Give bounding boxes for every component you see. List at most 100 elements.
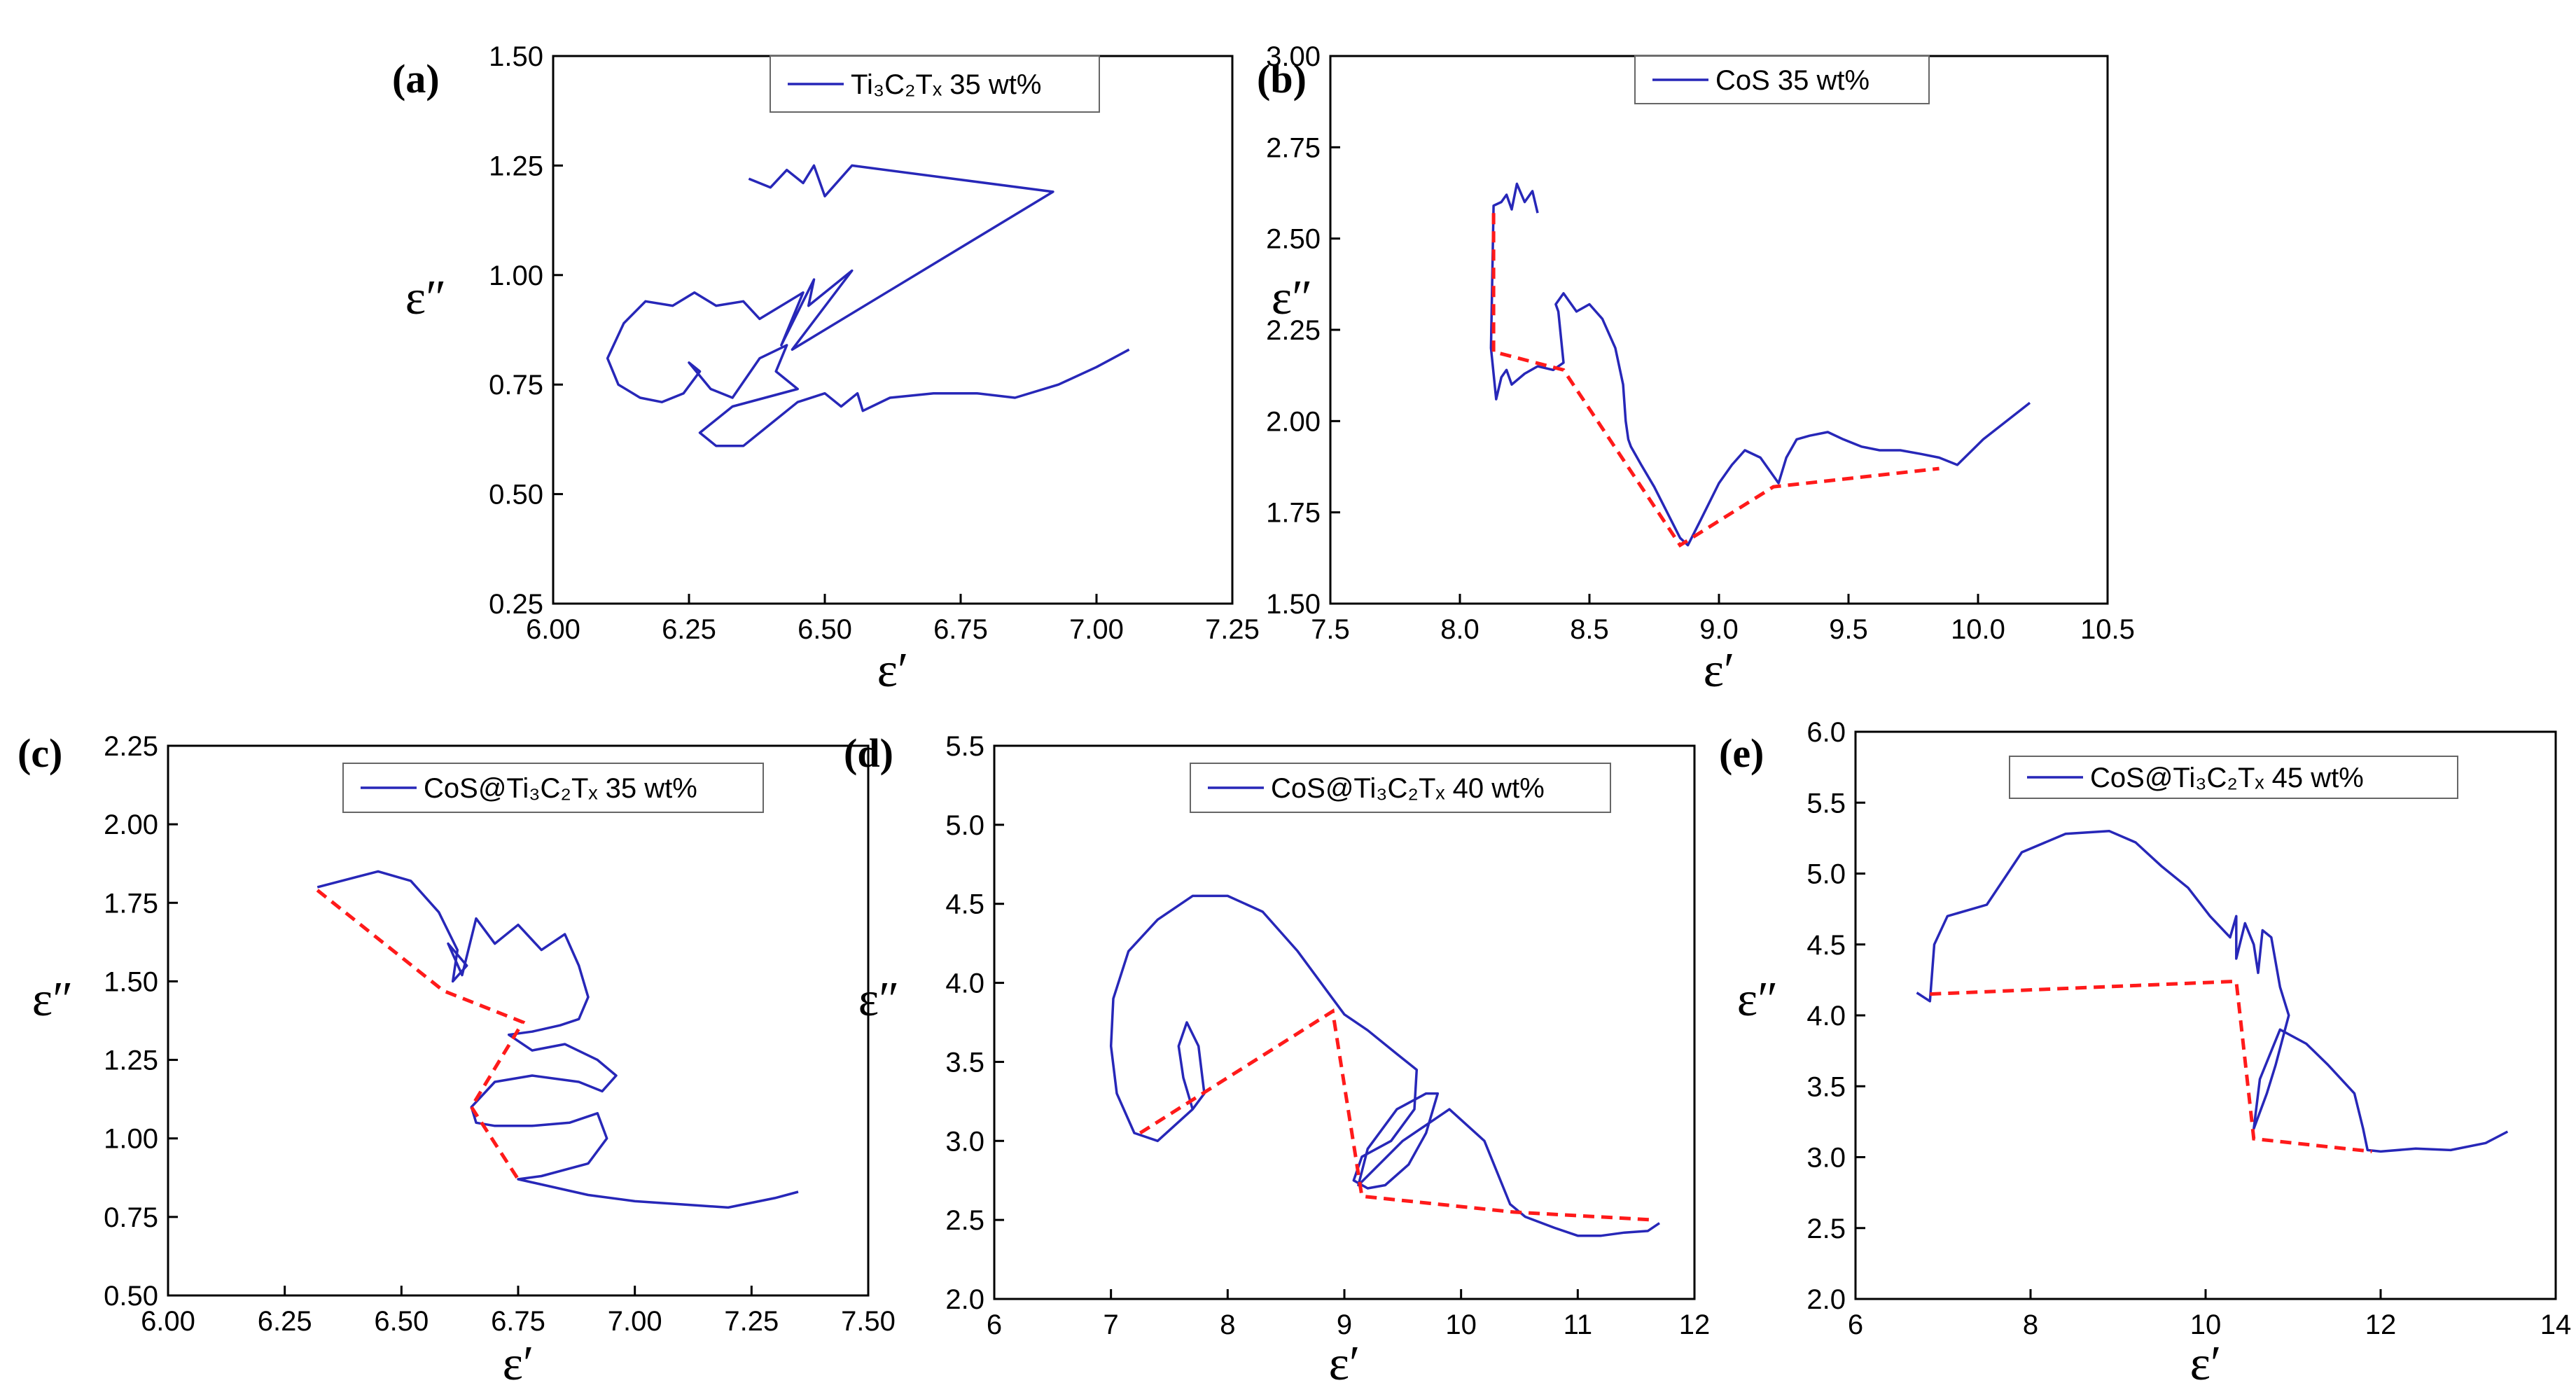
x-tick-label: 7.00 (608, 1306, 662, 1337)
y-tick-label: 2.25 (104, 731, 158, 762)
y-tick-label: 1.25 (104, 1045, 158, 1076)
y-tick-label: 0.75 (104, 1202, 158, 1233)
y-tick-label: 0.50 (104, 1281, 158, 1312)
y-tick-label: 1.75 (1266, 498, 1321, 529)
y-tick-label: 2.0 (945, 1284, 984, 1315)
y-tick-label: 6.0 (1806, 717, 1846, 748)
x-tick-label: 7 (1103, 1309, 1119, 1340)
y-tick-label: 1.00 (489, 260, 543, 291)
y-axis-label: ε″ (858, 973, 900, 1027)
x-tick-label: 6.75 (491, 1306, 545, 1337)
y-tick-label: 5.5 (945, 731, 984, 762)
x-tick-label: 10 (1445, 1309, 1477, 1340)
y-tick-label: 3.5 (1806, 1071, 1846, 1102)
y-tick-label: 5.0 (1806, 859, 1846, 890)
plot-frame (552, 55, 1234, 605)
guide-dashed-line (316, 889, 526, 1181)
x-tick-label: 14 (2540, 1309, 2572, 1340)
x-tick-label: 10.0 (1951, 614, 2005, 645)
y-tick-label: 0.75 (489, 370, 543, 401)
x-axis-label: ε′ (1329, 1337, 1360, 1391)
legend: Ti₃C₂Tₓ 35 wt% (770, 55, 1100, 113)
y-axis-label: ε″ (1737, 973, 1778, 1027)
y-tick-label: 2.5 (1806, 1214, 1846, 1244)
legend-label: CoS@Ti₃C₂Tₓ 45 wt% (2090, 763, 2364, 793)
x-tick-label: 7.00 (1069, 614, 1124, 645)
y-tick-label: 0.25 (489, 589, 543, 620)
panel-b: 7.5 8.0 8.5 9.0 9.5 10.0 10.5 1.50 1.75 2.00 2.25 2… (1257, 41, 2135, 697)
x-tick-label: 10.5 (2080, 614, 2135, 645)
panel-c: 6.00 6.25 6.50 6.75 7.00 7.25 7.50 0.50 0.75 1.00… (18, 730, 896, 1391)
legend-label: CoS@Ti₃C₂Tₓ 35 wt% (424, 773, 697, 804)
y-tick-label: 2.00 (104, 809, 158, 840)
guide-dashed-line (1491, 213, 1940, 548)
y-tick-label: 0.50 (489, 480, 543, 510)
y-tick-label: 2.50 (1266, 224, 1321, 255)
x-tick-label: 12 (1679, 1309, 1711, 1340)
y-axis-label: ε″ (32, 973, 74, 1027)
y-tick-label: 3.0 (945, 1126, 984, 1157)
x-tick-label: 6.00 (141, 1306, 195, 1337)
x-tick-label: 8.0 (1440, 614, 1480, 645)
x-tick-label: 6.50 (374, 1306, 429, 1337)
x-axis-label: ε′ (2190, 1337, 2222, 1391)
y-tick-label: 1.25 (489, 151, 543, 181)
legend-label: Ti₃C₂Tₓ 35 wt% (851, 69, 1041, 100)
x-tick-label: 8 (1220, 1309, 1235, 1340)
legend-label: CoS@Ti₃C₂Tₓ 40 wt% (1271, 773, 1545, 804)
guide-dashed-line (1930, 979, 2372, 1153)
x-axis-label: ε′ (1704, 644, 1735, 697)
y-tick-label: 1.50 (104, 966, 158, 997)
y-tick-label: 2.75 (1266, 132, 1321, 163)
y-tick-label: 3.00 (1266, 41, 1321, 72)
y-tick-label: 1.00 (104, 1124, 158, 1155)
cole-cole-curve (1489, 182, 2031, 547)
x-tick-label: 7.50 (841, 1306, 896, 1337)
guide-dashed-line (1139, 1008, 1654, 1222)
y-tick-label: 4.0 (945, 968, 984, 999)
x-tick-label: 6.75 (933, 614, 988, 645)
x-tick-label: 9.0 (1699, 614, 1739, 645)
legend-label: CoS 35 wt% (1715, 65, 1870, 96)
y-tick-label: 3.0 (1806, 1143, 1846, 1174)
cole-cole-curve (1109, 894, 1660, 1237)
panel-d: 6 7 8 9 10 11 12 2.0 2.5 3.0 3.5 4.0 4.5 5.0 5.5 (d) ε″ ε… (844, 730, 1710, 1391)
plot-frame (1329, 55, 2109, 605)
y-tick-label: 2.25 (1266, 315, 1321, 346)
y-axis-label: ε″ (1272, 271, 1313, 325)
y-tick-label: 1.75 (104, 888, 158, 919)
x-tick-label: 7.25 (1205, 614, 1260, 645)
y-tick-label: 3.5 (945, 1047, 984, 1078)
x-tick-label: 11 (1564, 1309, 1593, 1340)
cole-cole-curve (606, 164, 1130, 447)
plot-frame (1854, 730, 2557, 1300)
y-axis-label: ε″ (405, 271, 447, 325)
panel-label: (c) (18, 730, 62, 776)
y-tick-label: 4.5 (1806, 930, 1846, 961)
x-tick-label: 7.5 (1311, 614, 1350, 645)
x-tick-label: 10 (2190, 1309, 2222, 1340)
x-tick-label: 6.25 (662, 614, 716, 645)
y-tick-label: 1.50 (489, 41, 543, 72)
cole-cole-curve (1916, 830, 2509, 1153)
x-tick-label: 7.25 (724, 1306, 779, 1337)
x-tick-label: 6.50 (798, 614, 852, 645)
panel-e: 6 8 10 12 14 2.0 2.5 3.0 3.5 4.0 4.5 5.0 5.5 6.0 (e) ε″… (1719, 717, 2571, 1391)
y-tick-label: 2.00 (1266, 406, 1321, 437)
panel-label: (d) (844, 730, 893, 776)
panel-label: (a) (392, 56, 440, 102)
x-tick-label: 6.25 (258, 1306, 312, 1337)
legend: CoS 35 wt% (1634, 55, 1930, 104)
y-tick-label: 1.50 (1266, 589, 1321, 620)
y-tick-label: 4.0 (1806, 1001, 1846, 1031)
panel-label: (e) (1719, 730, 1764, 776)
y-tick-label: 2.5 (945, 1205, 984, 1236)
x-tick-label: 9.5 (1829, 614, 1868, 645)
x-tick-label: 8 (2023, 1309, 2038, 1340)
panel-label: (b) (1257, 56, 1307, 102)
y-tick-label: 5.0 (945, 810, 984, 841)
legend: CoS@Ti₃C₂Tₓ 45 wt% (2009, 756, 2458, 799)
cole-cole-curve (316, 870, 799, 1209)
x-axis-label: ε′ (877, 644, 909, 697)
